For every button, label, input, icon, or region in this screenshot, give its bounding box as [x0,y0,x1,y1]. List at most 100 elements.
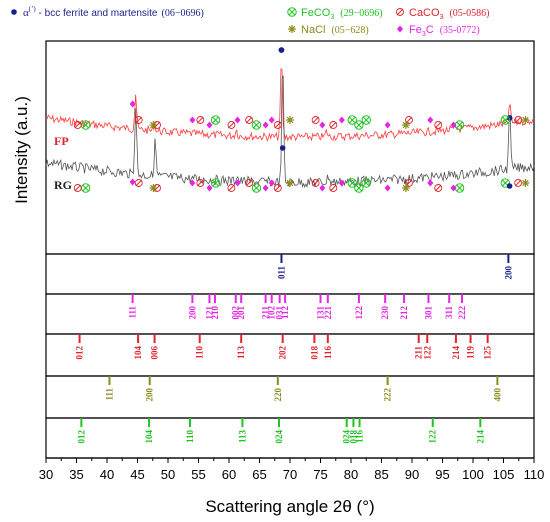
marker-caco3 [273,184,282,192]
hkl-label: 212 [399,306,409,320]
marker-caco3 [227,121,236,129]
legend-label-caco3: CaCO3 (05-0586) [409,7,489,21]
marker-feco3 [210,178,221,188]
legend-symbol-alpha [11,9,17,15]
marker-fe3c [319,121,326,129]
reference-panel-nacl: 111 200 220 222 400 [45,375,535,419]
hkl-label: 113 [236,346,246,360]
marker-caco3 [514,179,523,187]
hkl-label: 119 [466,346,476,360]
hkl-label: 102 [267,306,277,320]
hkl-label: 222 [383,388,393,402]
hkl-label: 113 [237,430,247,444]
hkl-label: 116 [323,346,333,360]
x-tick-label: 35 [69,467,83,482]
marker-nacl [521,116,530,124]
hkl-label: 110 [195,346,205,360]
marker-nacl [149,121,158,129]
hkl-label: 210 [210,306,220,320]
marker-caco3 [134,116,143,124]
marker-nacl [149,184,158,192]
marker-feco3 [251,120,262,130]
hkl-label: 214 [451,346,461,360]
marker-feco3 [354,120,364,130]
hkl-label: 211 [414,346,424,360]
hkl-label: 222 [457,306,467,320]
marker-fe3c [268,116,275,124]
hkl-label: 202 [278,346,288,360]
reference-panel-frame [45,253,535,295]
hkl-label: 122 [428,430,438,444]
hkl-label: 201 [236,306,246,320]
marker-fe3c [189,116,196,124]
marker-caco3 [245,179,254,187]
hkl-label: 104 [144,430,154,444]
x-tick-label: 105 [493,467,515,482]
x-axis: 30 35 40 45 50 55 60 65 70 75 80 85 90 95 100 105 110 [39,457,545,482]
marker-nacl [401,184,410,192]
marker-caco3 [134,179,143,187]
marker-fe3c [234,116,241,124]
marker-nacl [286,179,294,187]
x-tick-label: 80 [344,467,358,482]
marker-fe3c [234,179,241,187]
hkl-label: 200 [187,306,197,320]
legend-symbol-caco3 [396,8,404,16]
marker-fe3c [384,184,391,192]
reference-panel-frame [45,375,535,419]
x-tick-label: 55 [191,467,205,482]
x-tick-label: 30 [39,467,53,482]
marker-caco3 [311,116,320,124]
marker-nacl [286,116,294,124]
legend-label-nacl: NaCl (05−628) [301,24,369,36]
hkl-label: 131 [316,306,326,320]
trace-rg [45,75,535,189]
marker-feco3 [500,178,511,188]
marker-alpha [278,47,285,53]
series-label-rg: RG [54,178,72,192]
marker-caco3 [196,116,205,124]
marker-feco3 [347,115,357,125]
hkl-label: 024 [274,430,284,444]
hkl-label: 121 [204,306,214,320]
x-tick-label: 65 [252,467,266,482]
x-tick-label: 75 [313,467,327,482]
marker-caco3 [245,116,254,124]
marker-caco3 [73,184,82,192]
hkl-label: 214 [475,430,485,444]
series-label-fp: FP [54,134,69,148]
legend-symbol-fe3c [397,25,403,33]
marker-feco3 [500,115,511,125]
hkl-label: 125 [483,346,493,360]
marker-fe3c [338,116,345,124]
x-tick-label: 70 [283,467,297,482]
marker-fe3c [268,179,275,187]
x-tick-label: 45 [130,467,144,482]
hkl-label: 011 [276,266,286,280]
marker-nacl [521,179,530,187]
marker-caco3 [434,184,443,192]
reference-panel-alpha: 011 200 [45,253,535,295]
marker-fe3c [206,184,213,192]
marker-alpha-rg [279,145,286,151]
marker-fe3c [427,179,434,187]
marker-caco3 [329,121,338,129]
marker-feco3 [354,183,364,193]
marker-fe3c [319,184,326,192]
trace-fp [45,68,535,142]
hkl-label: 112 [280,306,290,320]
hkl-label: 031 [275,306,285,320]
hkl-label: 018 [348,430,358,444]
x-tick-label: 110 [524,467,545,482]
marker-alpha-rg [506,183,513,189]
marker-fe3c [384,121,391,129]
marker-fe3c [262,184,269,192]
hkl-label: 221 [323,306,333,320]
hkl-label: 111 [128,306,138,319]
hkl-label: 211 [261,306,271,320]
marker-caco3 [227,184,236,192]
marker-feco3 [454,183,465,193]
